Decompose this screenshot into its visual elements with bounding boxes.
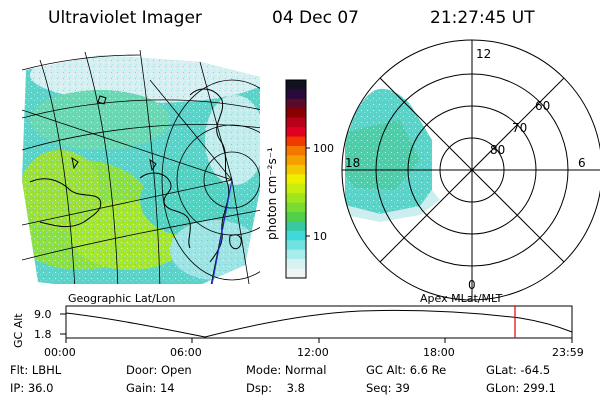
colorbar-tick-100: 100 — [313, 142, 334, 155]
status-mode: Mode: Normal — [246, 363, 327, 377]
date-label: 04 Dec 07 — [272, 8, 359, 28]
colorbar-segment — [286, 202, 306, 213]
colorbar-segment — [286, 249, 306, 260]
colorbar-segment — [286, 127, 306, 138]
apex-caption: Apex MLat/MLT — [420, 292, 503, 305]
polar-plot: 12 18 6 0 60 70 80 — [341, 39, 600, 301]
time-label: 21:27:45 UT — [430, 8, 535, 28]
colorbar-segment — [286, 155, 306, 166]
colorbar-segment — [286, 268, 306, 279]
status-seq: Seq: 39 — [366, 381, 410, 395]
orbit-xtick-2359: 23:59 — [552, 346, 584, 359]
colorbar-tick-10: 10 — [313, 230, 327, 243]
orbit-ylabel: GC Alt — [12, 313, 25, 348]
colorbar-segment — [286, 117, 306, 128]
status-ip: IP: 36.0 — [10, 381, 54, 395]
colorbar-segment — [286, 221, 306, 232]
altitude-curve — [65, 309, 573, 338]
status-dsp: Dsp: 3.8 — [246, 381, 305, 395]
colorbar-segment — [286, 174, 306, 185]
orbit-ytick-min: 1.8 — [34, 328, 52, 341]
mlat-label-80: 80 — [490, 143, 505, 157]
instrument-title: Ultraviolet Imager — [48, 8, 202, 28]
colorbar-segment — [286, 212, 306, 223]
colorbar-frame — [285, 79, 307, 279]
colorbar-segment — [286, 183, 306, 194]
colorbar-segment — [286, 164, 306, 175]
status-glon: GLon: 299.1 — [486, 381, 556, 395]
status-gain: Gain: 14 — [126, 381, 175, 395]
orbit-xtick-1200: 12:00 — [297, 346, 329, 359]
colorbar-segment — [286, 240, 306, 251]
geographic-caption: Geographic Lat/Lon — [68, 292, 175, 305]
mlt-label-6: 6 — [578, 156, 586, 170]
geographic-image — [22, 49, 260, 284]
colorbar-segment — [286, 193, 306, 204]
colorbar-segment — [286, 108, 306, 119]
mlat-label-70: 70 — [512, 121, 527, 135]
orbit-xtick-0000: 00:00 — [44, 346, 76, 359]
colorbar — [286, 80, 306, 279]
orbit-xtick-1800: 18:00 — [423, 346, 455, 359]
status-door: Door: Open — [126, 363, 192, 377]
orbit-altitude-plot: GC Alt 9.0 1.8 00:00 06:00 12:00 18:00 2… — [12, 305, 584, 359]
status-gc-alt: GC Alt: 6.6 Re — [366, 363, 447, 377]
colorbar-segment — [286, 259, 306, 270]
colorbar-unit-label: photon cm⁻²s⁻¹ — [265, 147, 279, 240]
orbit-ytick-max: 9.0 — [34, 308, 52, 321]
colorbar-segment — [286, 98, 306, 109]
mlt-label-0: 0 — [468, 278, 476, 292]
mlat-label-60: 60 — [535, 99, 550, 113]
colorbar-segment — [286, 80, 306, 91]
colorbar-segment — [286, 230, 306, 241]
status-flt: Flt: LBHL — [10, 363, 62, 377]
status-glat: GLat: -64.5 — [486, 363, 551, 377]
colorbar-segment — [286, 146, 306, 157]
mlt-label-12: 12 — [476, 47, 491, 61]
orbit-xtick-0600: 06:00 — [170, 346, 202, 359]
colorbar-segment — [286, 136, 306, 147]
mlt-label-18: 18 — [345, 156, 360, 170]
colorbar-segment — [286, 89, 306, 100]
